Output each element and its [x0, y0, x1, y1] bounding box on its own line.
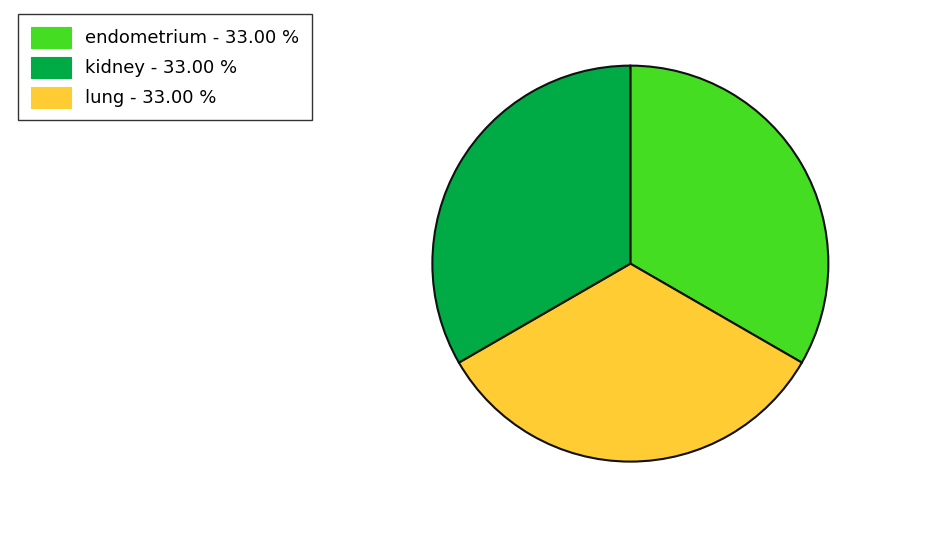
- Legend: endometrium - 33.00 %, kidney - 33.00 %, lung - 33.00 %: endometrium - 33.00 %, kidney - 33.00 %,…: [19, 15, 311, 121]
- Wedge shape: [630, 66, 829, 363]
- Wedge shape: [432, 66, 630, 363]
- Wedge shape: [459, 264, 802, 462]
